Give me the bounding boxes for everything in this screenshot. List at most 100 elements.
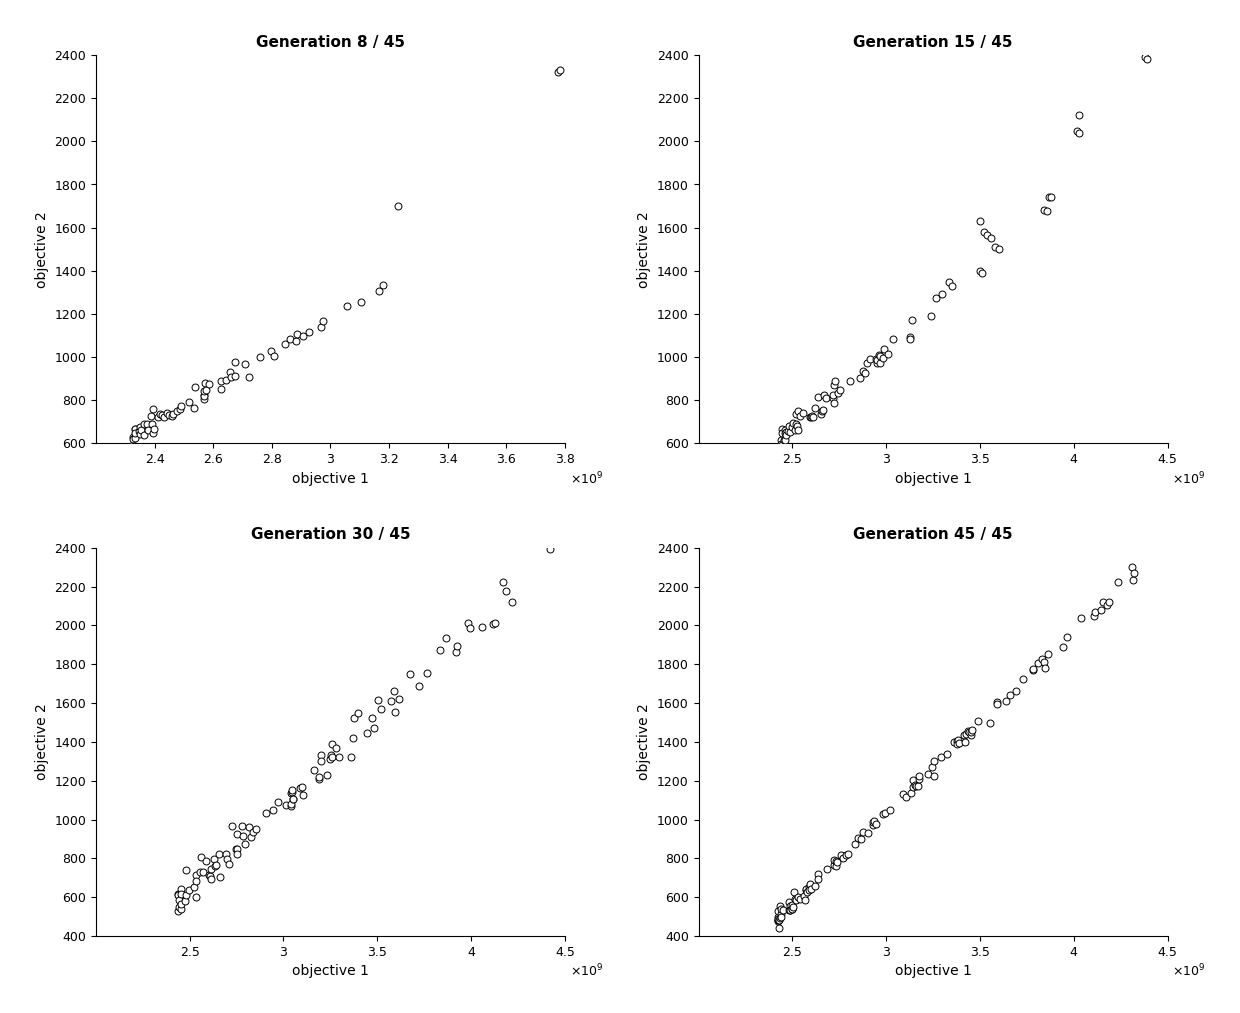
Point	[283, 791, 303, 807]
Point	[275, 335, 295, 352]
Point	[801, 875, 821, 891]
Point	[909, 768, 929, 784]
Point	[144, 420, 164, 437]
Point	[789, 889, 808, 906]
Point	[869, 346, 889, 363]
Point	[171, 901, 191, 917]
X-axis label: objective 1: objective 1	[291, 964, 368, 979]
Point	[485, 615, 505, 631]
Point	[347, 705, 367, 721]
Point	[472, 619, 492, 635]
Point	[797, 883, 817, 900]
Text: $\times\mathregular{10}^{\mathregular{9}}$: $\times\mathregular{10}^{\mathregular{9}…	[569, 963, 603, 980]
Point	[826, 858, 846, 874]
X-axis label: objective 1: objective 1	[894, 964, 971, 979]
Point	[343, 730, 363, 747]
Point	[866, 816, 885, 833]
X-axis label: objective 1: objective 1	[894, 472, 971, 485]
Point	[942, 278, 962, 294]
Point	[176, 862, 196, 878]
Point	[947, 733, 967, 750]
Point	[825, 373, 844, 389]
Point	[970, 262, 990, 279]
Point	[985, 239, 1004, 255]
Point	[1099, 595, 1118, 611]
Point	[539, 540, 559, 556]
Point	[210, 869, 229, 885]
Point	[848, 831, 868, 847]
Point	[769, 912, 789, 928]
Point	[826, 853, 846, 869]
Point	[857, 356, 877, 372]
Point	[827, 854, 847, 870]
Point	[909, 771, 929, 787]
Point	[436, 630, 456, 646]
Point	[924, 768, 944, 784]
Point	[1032, 650, 1052, 667]
Point	[200, 867, 219, 883]
Point	[362, 710, 382, 726]
Point	[285, 332, 305, 348]
Y-axis label: objective 2: objective 2	[35, 703, 48, 780]
Point	[846, 836, 866, 852]
Point	[221, 369, 241, 385]
Point	[144, 424, 164, 441]
Point	[312, 313, 332, 329]
Point	[808, 871, 828, 887]
Point	[1039, 189, 1059, 206]
Point	[125, 425, 145, 442]
Point	[825, 852, 844, 868]
Point	[311, 748, 331, 764]
Point	[919, 766, 939, 782]
Point	[171, 880, 191, 897]
Point	[774, 903, 794, 919]
Point	[269, 794, 289, 810]
Point	[811, 406, 831, 422]
Point	[125, 421, 145, 438]
Point	[140, 408, 160, 424]
Point	[283, 782, 303, 798]
Y-axis label: objective 2: objective 2	[637, 211, 651, 288]
Point	[186, 888, 206, 905]
Point	[780, 903, 800, 919]
Point	[867, 352, 887, 368]
Point	[196, 382, 216, 398]
Point	[162, 406, 182, 422]
Point	[770, 910, 790, 926]
Point	[304, 762, 324, 778]
Point	[293, 787, 312, 803]
Point	[1006, 683, 1025, 699]
Point	[386, 704, 405, 720]
Point	[996, 693, 1016, 709]
Point	[242, 829, 262, 845]
Point	[226, 841, 246, 857]
Point	[905, 777, 925, 793]
Point	[940, 274, 960, 290]
Point	[780, 894, 800, 911]
Point	[987, 696, 1007, 712]
Point	[949, 731, 968, 748]
Point	[956, 726, 976, 743]
Point	[211, 381, 231, 397]
Point	[167, 403, 187, 419]
Point	[381, 693, 401, 709]
Point	[1038, 204, 1058, 220]
Point	[236, 356, 255, 372]
Point	[961, 727, 981, 744]
Point	[784, 900, 804, 916]
Y-axis label: objective 2: objective 2	[637, 703, 651, 780]
Point	[153, 407, 172, 423]
Point	[959, 723, 978, 739]
Point	[1125, 564, 1145, 580]
Point	[322, 749, 342, 765]
Point	[341, 749, 361, 765]
Point	[981, 230, 1001, 246]
Point	[494, 573, 513, 590]
Point	[836, 847, 856, 863]
Point	[924, 753, 944, 769]
Point	[839, 374, 859, 390]
Point	[822, 390, 842, 406]
Title: Generation 8 / 45: Generation 8 / 45	[255, 34, 405, 50]
Point	[962, 722, 982, 738]
Point	[864, 812, 884, 829]
